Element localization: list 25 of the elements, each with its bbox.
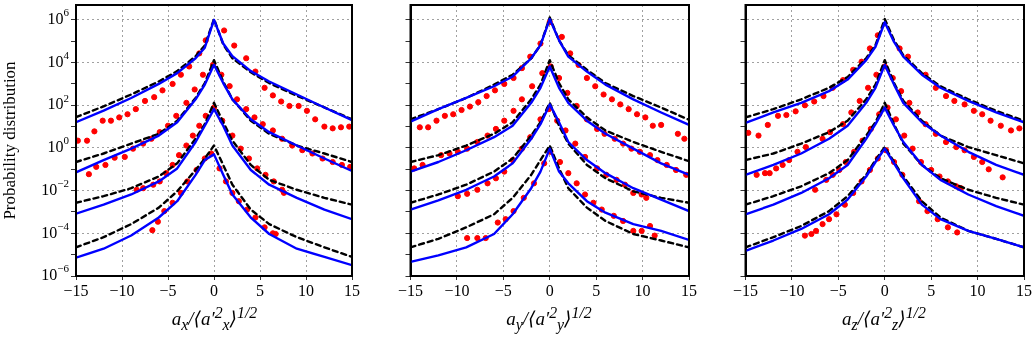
x-tick-label: 5	[592, 281, 601, 299]
x-tick-label: 0	[880, 281, 889, 299]
x-tick-label: −10	[779, 281, 805, 299]
x-axis-title: a$_{y}$/⟨a′$^{2}$$_{y}$⟩$^{1/2}$	[505, 304, 593, 335]
x-tick-label: 15	[344, 281, 360, 299]
x-tick-label: 10	[634, 281, 651, 299]
x-tick-label: −5	[159, 281, 177, 299]
x-tick-label: −15	[63, 281, 89, 299]
x-tick-label: 0	[545, 281, 554, 299]
x-tick-label: 15	[681, 281, 697, 299]
x-tick-label: 0	[210, 281, 218, 299]
x-tick-label: −15	[733, 281, 759, 299]
x-tick-label: 5	[927, 281, 936, 299]
x-tick-label: 5	[256, 281, 264, 299]
x-tick-label: 10	[298, 281, 314, 299]
x-tick-label: −15	[398, 281, 424, 299]
x-tick-label: 15	[1016, 281, 1032, 299]
x-tick-label: −5	[494, 281, 512, 299]
x-axis-title: a$_{x}$/⟨a′$^{2}$$_{x}$⟩$^{1/2}$	[170, 304, 259, 335]
x-axis-title: a$_{z}$/⟨a′$^{2}$$_{z}$⟩$^{1/2}$	[841, 304, 927, 335]
x-tick-label: −10	[444, 281, 470, 299]
y-axis-title: Probability distribution	[0, 60, 19, 220]
x-tick-label: −10	[109, 281, 135, 299]
x-tick-label: −5	[829, 281, 847, 299]
x-tick-label: 10	[969, 281, 986, 299]
